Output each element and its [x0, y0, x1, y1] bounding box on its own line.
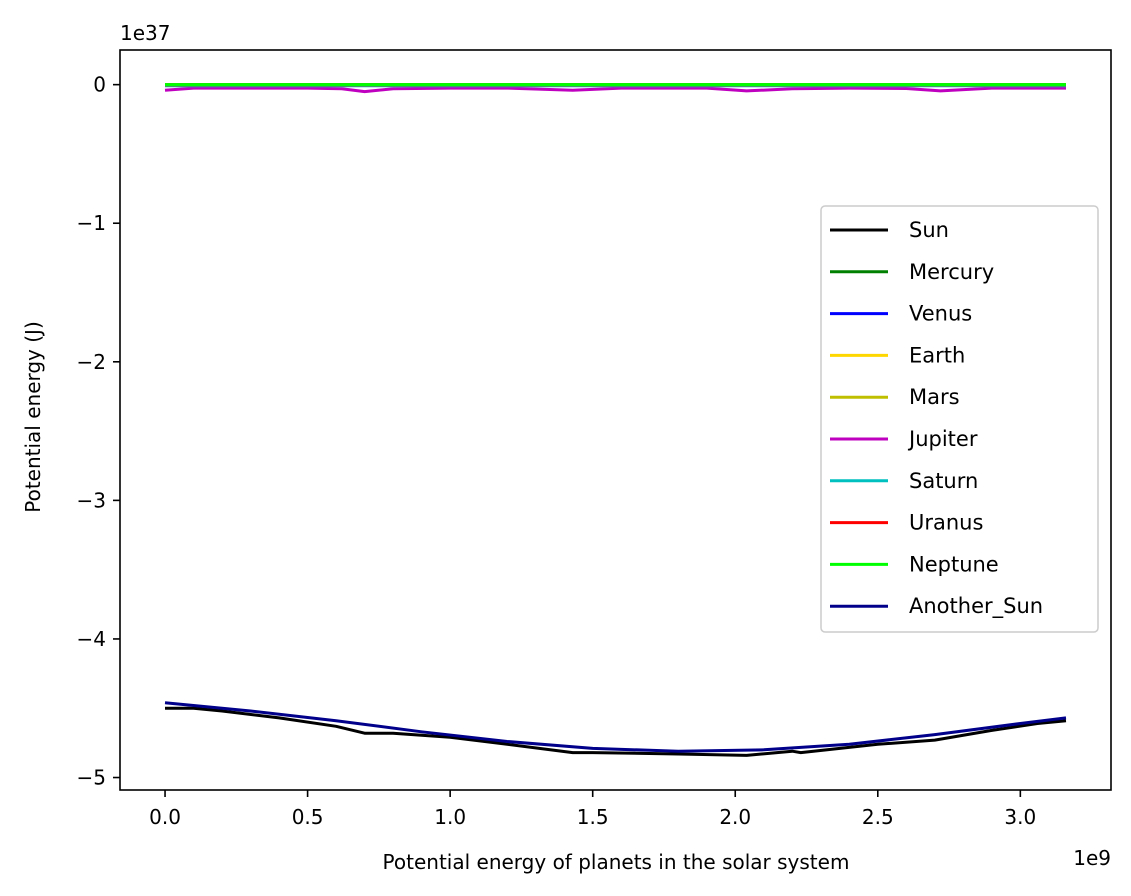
x-tick-label: 1.5 — [577, 805, 609, 829]
legend-label-jupiter: Jupiter — [907, 427, 978, 451]
x-tick-label: 1.0 — [434, 805, 466, 829]
x-tick-label: 2.5 — [862, 805, 894, 829]
y-tick-label: 0 — [93, 73, 106, 97]
legend-label-another-sun: Another_Sun — [909, 594, 1043, 619]
y-tick-label: −5 — [77, 766, 106, 790]
x-offset-label: 1e9 — [1073, 846, 1111, 870]
x-tick-label: 0.0 — [149, 805, 181, 829]
axes-layer: 0.0 0.5 1.0 1.5 2.0 2.5 3.0 0 −1 −2 −3 −4 −5 — [77, 49, 1112, 829]
legend-label-venus: Venus — [909, 302, 972, 326]
y-tick-label: −1 — [77, 211, 106, 235]
x-tick-label: 2.0 — [719, 805, 751, 829]
legend-label-uranus: Uranus — [909, 511, 983, 535]
x-tick-label: 3.0 — [1004, 805, 1036, 829]
series-line-jupiter — [164, 86, 1066, 94]
legend-label-sun: Sun — [909, 218, 949, 242]
axes-frame — [119, 49, 1112, 791]
series-line-another-sun — [164, 701, 1067, 753]
x-tick-label: 0.5 — [292, 805, 324, 829]
legend-label-neptune: Neptune — [909, 552, 999, 576]
x-axis-label: Potential energy of planets in the solar… — [383, 850, 850, 874]
y-tick-label: −3 — [77, 488, 106, 512]
y-axis-label: Potential energy (J) — [21, 321, 45, 513]
y-offset-label: 1e37 — [120, 21, 170, 45]
y-tick-label: −2 — [77, 350, 106, 374]
legend-label-earth: Earth — [909, 343, 965, 367]
legend-label-mercury: Mercury — [909, 260, 994, 284]
legend-label-saturn: Saturn — [909, 469, 978, 493]
legend-label-mars: Mars — [909, 385, 960, 409]
series-layer — [164, 83, 1067, 757]
y-tick-label: −4 — [77, 627, 106, 651]
legend: Sun Mercury Venus Earth Mars Jupiter Saturn Ura… — [820, 205, 1099, 633]
legend-box — [820, 205, 1099, 633]
series-line-sun — [165, 706, 1067, 757]
